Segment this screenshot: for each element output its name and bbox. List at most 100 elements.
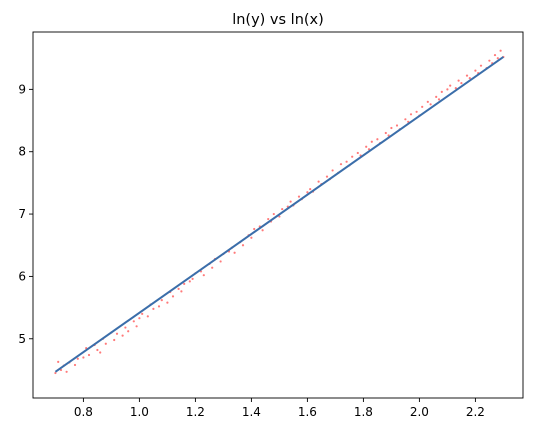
x-tick-label: 1.6 <box>298 405 317 419</box>
scatter-point <box>435 95 438 98</box>
scatter-point <box>261 229 264 232</box>
scatter-point <box>370 140 373 143</box>
scatter-point <box>191 277 194 281</box>
scatter-point <box>325 175 329 178</box>
scatter-point <box>57 360 60 363</box>
scatter-point <box>241 244 245 247</box>
scatter-point <box>499 49 502 52</box>
scatter-point <box>446 88 449 91</box>
fit-line <box>54 56 504 373</box>
scatter-point <box>468 77 471 80</box>
scatter-point <box>138 317 141 320</box>
scatter-point <box>233 251 236 254</box>
scatter-point <box>188 280 191 283</box>
y-tick-label: 5 <box>18 332 26 346</box>
scatter-point <box>157 305 161 308</box>
scatter-point <box>449 84 452 87</box>
fit-line-layer <box>54 56 504 373</box>
scatter-point <box>454 87 457 90</box>
scatter-point <box>104 342 107 345</box>
scatter-point <box>73 363 77 367</box>
scatter-point <box>177 287 180 290</box>
scatter-point <box>415 110 418 113</box>
scatter-point <box>331 169 334 172</box>
scatter-point <box>76 357 79 360</box>
scatter-point <box>152 307 155 310</box>
scatter-point <box>457 79 460 82</box>
x-tick-label: 1.2 <box>186 405 205 419</box>
scatter-point <box>135 325 138 328</box>
scatter-point <box>429 103 432 106</box>
chart-title: ln(y) vs ln(x) <box>232 12 324 28</box>
scatter-point <box>367 148 371 151</box>
scatter-point <box>113 338 116 342</box>
scatter-point <box>202 274 205 277</box>
scatter-point <box>496 57 499 60</box>
scatter-point <box>297 195 301 198</box>
x-tick-label: 1.0 <box>130 405 149 419</box>
plot-frame <box>32 31 524 399</box>
scatter-point <box>384 131 387 135</box>
scatter-point <box>272 212 275 216</box>
scatter-point <box>219 260 222 263</box>
scatter-point <box>146 315 149 318</box>
scatter-point <box>421 105 424 108</box>
x-ticks: 0.8 1.0 1.2 1.4 1.6 1.8 2.0 2.2 <box>74 398 485 419</box>
scatter-point <box>390 126 393 130</box>
scatter-point <box>309 188 312 191</box>
scatter-point <box>306 191 309 194</box>
scatter-point <box>96 348 99 352</box>
scatter-point <box>465 74 469 77</box>
scatter-point <box>171 295 175 298</box>
scatter-point <box>183 282 186 285</box>
scatter-point <box>351 155 354 158</box>
scatter-point <box>376 138 379 141</box>
scatter-point <box>253 227 256 231</box>
scatter-point <box>365 145 368 148</box>
scatter-point <box>99 351 102 354</box>
x-tick-label: 2.0 <box>410 405 429 419</box>
scatter-point <box>180 290 183 293</box>
x-tick-label: 1.8 <box>354 405 373 419</box>
scatter-point <box>87 353 91 357</box>
scatter-point <box>356 151 359 155</box>
y-tick-label: 7 <box>18 207 26 221</box>
scatter-point <box>474 69 477 72</box>
scatter-point <box>65 370 68 373</box>
scatter-point <box>488 59 491 62</box>
scatter-point <box>409 113 413 116</box>
x-tick-label: 1.4 <box>242 405 261 419</box>
scatter-point <box>278 215 281 218</box>
y-tick-label: 6 <box>18 269 26 283</box>
scatter-point <box>440 90 443 93</box>
x-tick-label: 2.2 <box>466 405 485 419</box>
scatter-point <box>289 200 292 203</box>
scatter-point <box>211 266 214 269</box>
scatter-point <box>132 320 135 323</box>
scatter-point <box>493 53 497 57</box>
y-ticks: 5 6 7 8 9 <box>18 82 33 346</box>
scatter-point <box>317 180 320 183</box>
scatter-point <box>267 217 270 221</box>
scatter-point <box>345 160 348 163</box>
scatter-point <box>281 207 284 211</box>
x-tick-label: 0.8 <box>74 405 93 419</box>
scatter-point <box>160 299 163 302</box>
scatter-point <box>437 98 441 101</box>
scatter-point <box>166 301 169 304</box>
scatter-point <box>124 326 127 329</box>
scatter-point <box>339 163 343 166</box>
scatter-point <box>121 334 124 337</box>
scatter-point <box>141 312 144 315</box>
scatter-point <box>250 236 253 239</box>
scatter-point <box>115 332 119 335</box>
scatter-point <box>82 356 85 359</box>
scatter-point <box>460 82 463 85</box>
y-tick-label: 8 <box>18 145 26 159</box>
scatter-point <box>127 330 130 333</box>
scatter-point <box>395 124 399 127</box>
scatter-point <box>426 100 429 103</box>
y-tick-label: 9 <box>18 82 26 96</box>
scatter-point <box>404 118 407 121</box>
